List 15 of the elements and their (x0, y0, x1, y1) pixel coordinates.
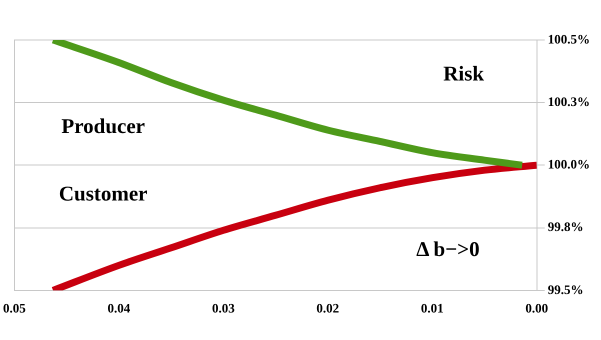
x-tick-label: 0.01 (420, 300, 444, 316)
annotation: Risk (443, 61, 484, 86)
annotation: Producer (61, 114, 145, 138)
x-tick-label: 0.02 (316, 300, 340, 316)
x-tick-label: 0.05 (3, 300, 26, 316)
annotation: Δ b−>0 (416, 236, 480, 261)
y-tick-label: 99.5% (548, 282, 584, 297)
y-tick-label: 100.0% (548, 156, 590, 172)
x-tick-label: 0.03 (212, 300, 236, 316)
annotation: Customer (58, 182, 148, 206)
x-tick-label: 0.00 (525, 300, 548, 316)
y-tick-label: 100.5% (548, 31, 590, 46)
y-tick-label: 99.8% (548, 219, 584, 234)
x-tick-label: 0.04 (107, 300, 131, 316)
y-tick-label: 100.3% (548, 94, 590, 109)
